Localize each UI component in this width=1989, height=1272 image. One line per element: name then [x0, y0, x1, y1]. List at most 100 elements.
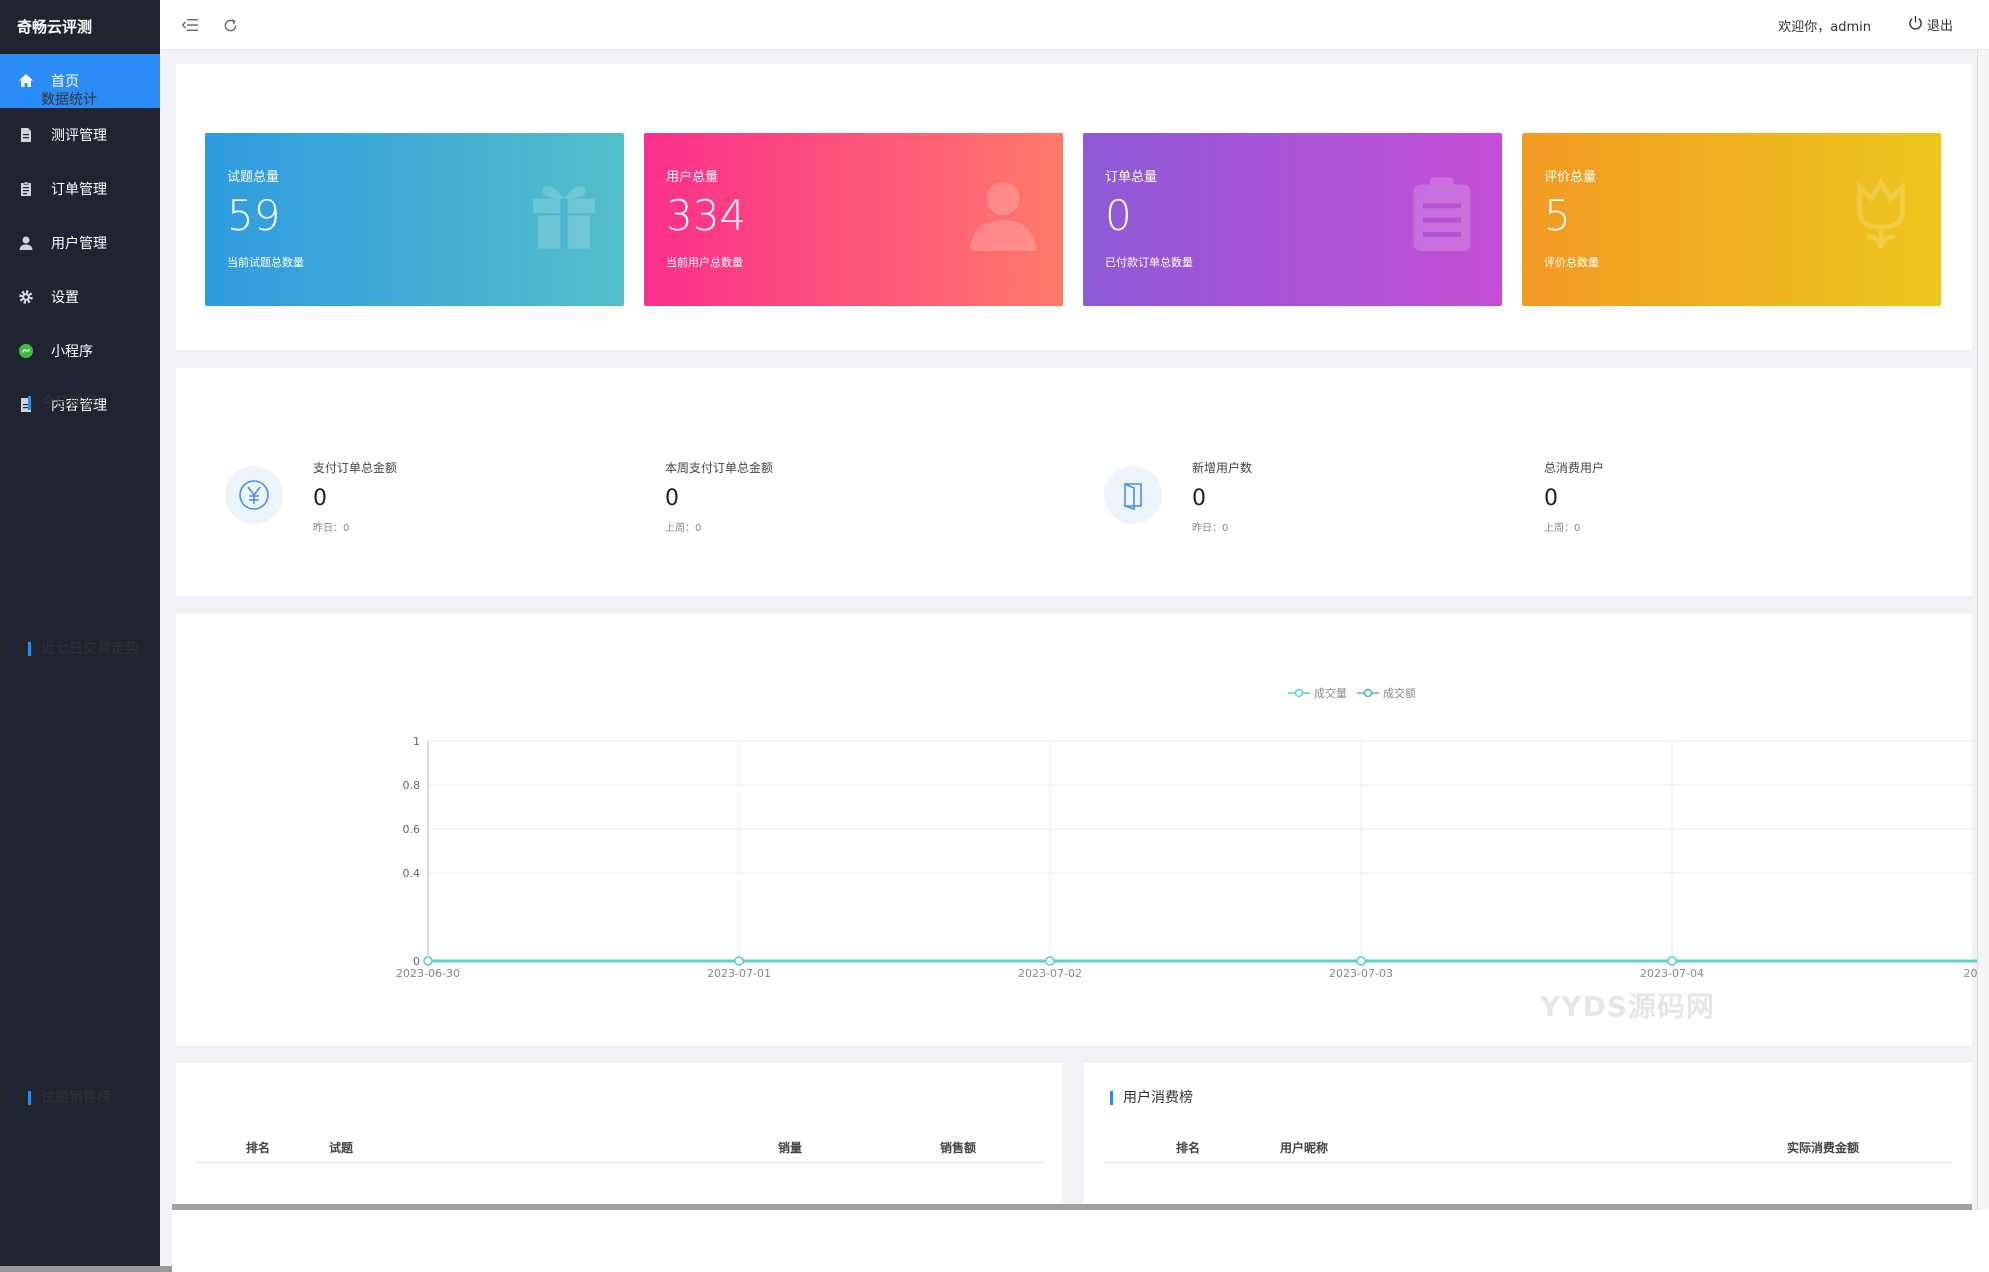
menu-collapse-icon[interactable] — [180, 15, 200, 35]
today-new-users: 新增用户数 0 昨日：0 — [1192, 459, 1252, 534]
stat-card-orders[interactable]: 订单总量 0 已付款订单总数量 — [1083, 133, 1502, 306]
door-icon — [1104, 466, 1162, 524]
today-label: 本周支付订单总金额 — [665, 461, 774, 475]
today-week-pay-total: 本周支付订单总金额 0 上周：0 — [665, 459, 773, 534]
sidebar-item-settings[interactable]: 设置 — [0, 270, 160, 324]
legend-item[interactable]: 成交量 — [1288, 685, 1347, 701]
watermark: YYDS源码网 — [1540, 990, 1715, 1023]
sidebar-scrollbar[interactable] — [0, 1266, 172, 1272]
sidebar-item-label: 设置 — [51, 290, 79, 306]
welcome-text: 欢迎你，admin — [1778, 20, 1871, 35]
today-label: 总消费用户 — [1544, 461, 1605, 475]
gear-icon — [17, 288, 35, 306]
stat-card-reviews[interactable]: 评价总量 5 评价总数量 — [1522, 133, 1941, 306]
consume-rank-title: 用户消费榜 — [1110, 1091, 1193, 1105]
stat-desc: 评价总数量 — [1544, 256, 1599, 269]
stat-label: 订单总量 — [1105, 170, 1158, 185]
stat-label: 用户总量 — [666, 170, 719, 185]
x-tick-label: 2023-07-03 — [1329, 967, 1393, 980]
sidebar-item-users[interactable]: 用户管理 — [0, 216, 160, 270]
today-label: 新增用户数 — [1192, 461, 1253, 475]
sidebar-item-label: 小程序 — [51, 344, 93, 360]
column-header[interactable]: 销售额 — [940, 1141, 977, 1155]
page-bottom — [172, 1210, 1989, 1272]
y-tick-label: 0.4 — [403, 867, 421, 880]
y-tick-label: 0 — [413, 955, 420, 968]
table-divider — [195, 1162, 1045, 1163]
legend-item[interactable]: 成交额 — [1357, 685, 1416, 701]
y-tick-label: 0.6 — [403, 823, 421, 836]
today-sub: 上周：0 — [1544, 523, 1581, 534]
legend-marker-icon — [1357, 688, 1379, 698]
legend-marker-icon — [1288, 688, 1310, 698]
today-sub: 上周：0 — [665, 523, 702, 534]
sidebar-item-home[interactable]: 首页 — [0, 54, 160, 108]
top-header: 欢迎你，admin 退出 — [160, 0, 1989, 50]
stat-label: 试题总量 — [227, 170, 280, 185]
x-tick-label: 2023-07-02 — [1018, 967, 1082, 980]
data-point — [1045, 956, 1055, 966]
today-panel — [176, 368, 1972, 596]
power-icon — [1908, 15, 1923, 34]
x-tick-label: 2023-07-04 — [1640, 967, 1704, 980]
sales-rank-title: 试题销售榜 — [28, 1091, 111, 1105]
sidebar: 奇畅云评测 首页 测评管理 订单管理 用户管理 设置 小程序 — [0, 0, 160, 1272]
chart-legend: 成交量 成交额 — [1288, 685, 1416, 701]
today-title: 今日概况 — [28, 396, 97, 410]
stat-label: 评价总量 — [1544, 170, 1597, 185]
x-tick-label: 2023-07-01 — [707, 967, 771, 980]
sidebar-item-orders[interactable]: 订单管理 — [0, 162, 160, 216]
stat-value: 59 — [227, 191, 281, 240]
stat-card-questions[interactable]: 试题总量 59 当前试题总数量 — [205, 133, 624, 306]
refresh-icon[interactable] — [220, 15, 240, 35]
app-title: 奇畅云评测 — [17, 18, 93, 36]
clipboard-icon — [1413, 177, 1471, 251]
column-header[interactable]: 排名 — [246, 1141, 271, 1155]
sidebar-item-evaluation[interactable]: 测评管理 — [0, 108, 160, 162]
column-header[interactable]: 销量 — [778, 1141, 803, 1155]
document-icon — [17, 126, 35, 144]
today-label: 支付订单总金额 — [313, 461, 398, 475]
today-pay-total: 支付订单总金额 0 昨日：0 — [313, 459, 397, 534]
column-header[interactable]: 实际消费金额 — [1787, 1141, 1860, 1155]
sidebar-item-label: 内容管理 — [51, 398, 107, 414]
user-icon — [17, 234, 35, 252]
legend-label: 成交额 — [1383, 687, 1416, 700]
home-icon — [17, 72, 35, 90]
trend-panel — [176, 614, 1972, 1046]
column-header[interactable]: 用户昵称 — [1280, 1141, 1329, 1155]
stat-value: 334 — [666, 191, 747, 240]
clipboard-icon — [17, 180, 35, 198]
sidebar-item-miniprogram[interactable]: 小程序 — [0, 324, 160, 378]
today-sub: 昨日：0 — [313, 523, 350, 534]
stat-value: 0 — [1105, 191, 1132, 240]
column-header[interactable]: 排名 — [1176, 1141, 1201, 1155]
logout-button[interactable]: 退出 — [1908, 15, 1953, 34]
y-tick-label: 0.8 — [403, 779, 421, 792]
today-total-consumers: 总消费用户 0 上周：0 — [1544, 459, 1604, 534]
trend-title: 近七日交易走势 — [28, 642, 139, 656]
sidebar-item-label: 首页 — [51, 74, 79, 90]
stats-title: 数据统计 — [28, 93, 97, 107]
column-header[interactable]: 试题 — [329, 1141, 354, 1155]
stat-card-users[interactable]: 用户总量 334 当前用户总数量 — [644, 133, 1063, 306]
sidebar-item-label: 用户管理 — [51, 236, 107, 252]
x-tick-label: 2023-0 — [1964, 967, 1980, 980]
vertical-scrollbar[interactable] — [1977, 50, 1989, 1210]
legend-label: 成交量 — [1314, 687, 1347, 700]
stat-desc: 当前试题总数量 — [227, 256, 304, 269]
data-point — [734, 956, 744, 966]
sidebar-item-label: 订单管理 — [51, 182, 107, 198]
today-sub: 昨日：0 — [1192, 523, 1229, 534]
logout-label: 退出 — [1926, 19, 1953, 34]
today-value: 0 — [665, 486, 679, 511]
today-value: 0 — [1192, 486, 1206, 511]
stat-desc: 已付款订单总数量 — [1105, 256, 1193, 269]
gift-icon — [533, 186, 595, 249]
user-icon — [969, 182, 1037, 251]
stat-value: 5 — [1544, 191, 1571, 240]
sidebar-item-label: 测评管理 — [51, 128, 107, 144]
horizontal-scrollbar[interactable] — [172, 1204, 1972, 1210]
today-value: 0 — [313, 486, 327, 511]
